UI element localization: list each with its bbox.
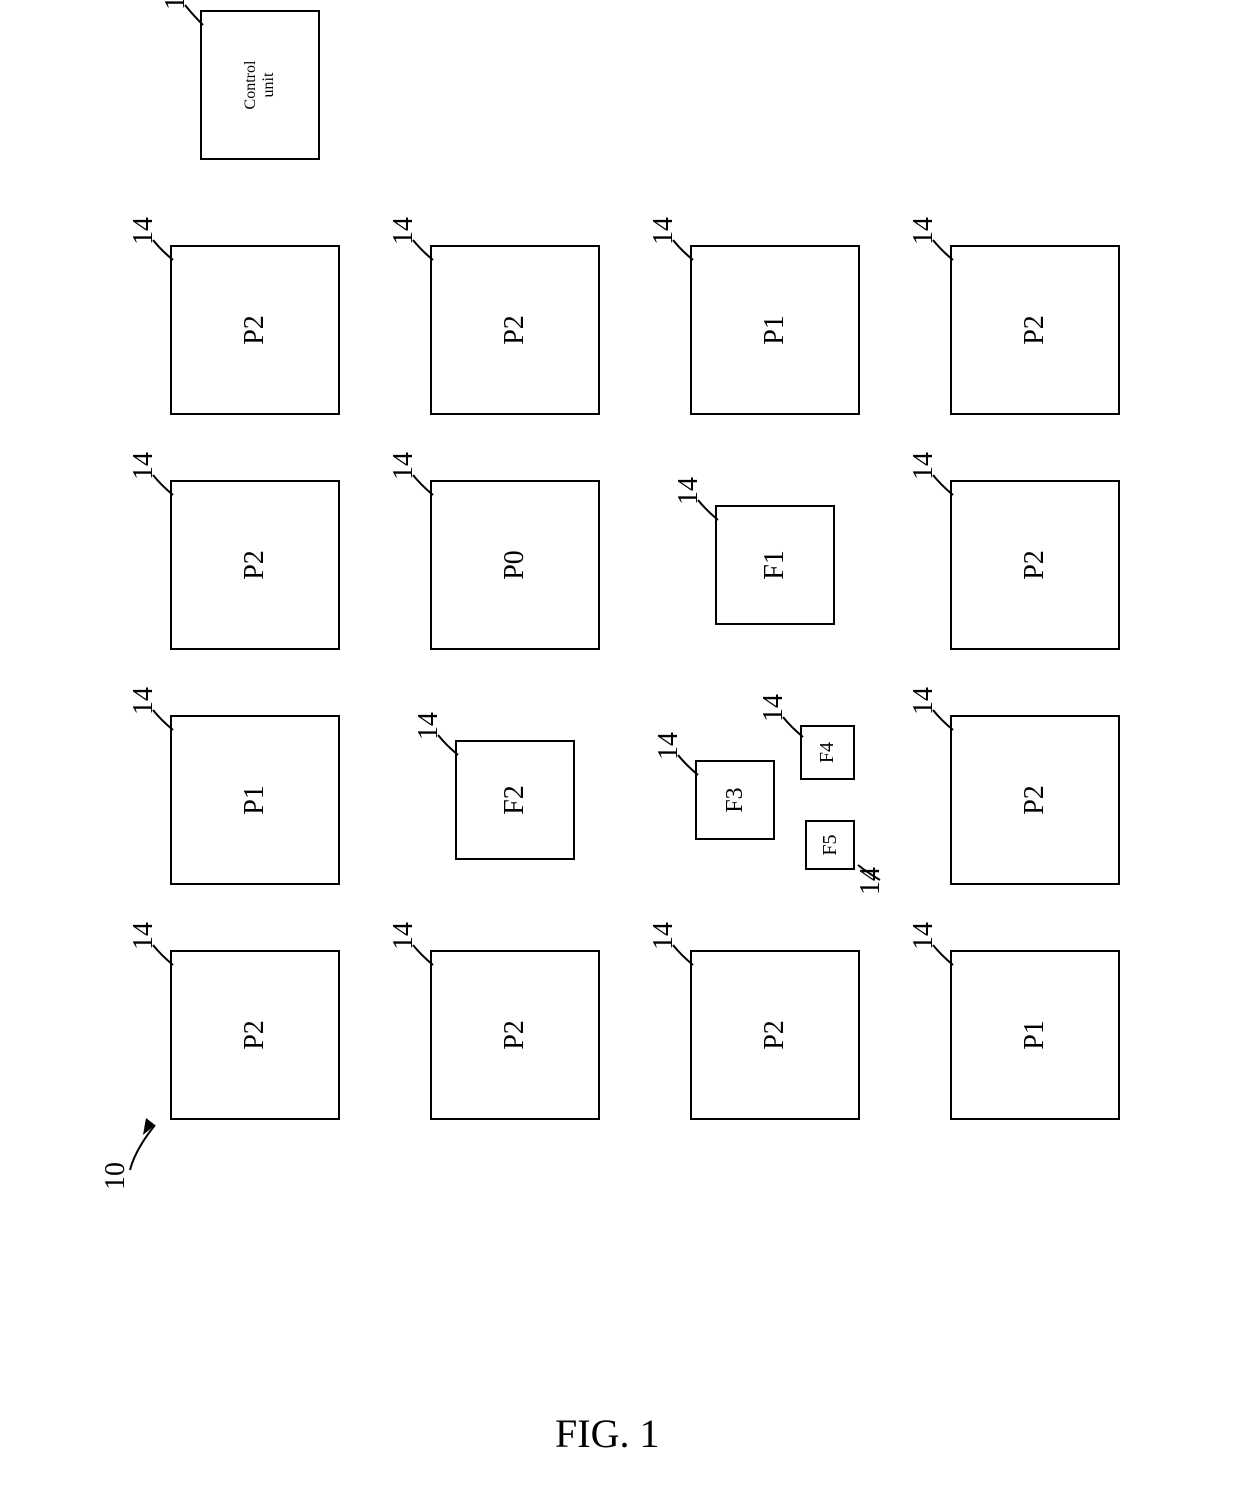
- ref-14-f3: 14: [653, 732, 685, 760]
- ref-14-r3c1: 14: [908, 687, 940, 715]
- block-r0c1-label: P1: [239, 785, 271, 815]
- block-r3c1: P2: [950, 715, 1120, 885]
- figure-caption: FIG. 1: [555, 1410, 659, 1457]
- block-f3-label: F3: [722, 787, 749, 812]
- block-f1-label: F1: [759, 550, 791, 580]
- block-r2c3: P1: [690, 245, 860, 415]
- ref-14-r2c0: 14: [648, 922, 680, 950]
- ref-14-r1c0: 14: [388, 922, 420, 950]
- block-r0c0: P2: [170, 950, 340, 1120]
- ref-14-r0c0: 14: [128, 922, 160, 950]
- block-r0c3: P2: [170, 245, 340, 415]
- diagram-canvas: 10 P2 P1 P2 P2 P2 F2 P0 P2 P2 F3 F5: [0, 0, 1240, 1240]
- block-r1c0-label: P2: [499, 1020, 531, 1050]
- ref-14-f1: 14: [673, 477, 705, 505]
- block-r0c0-label: P2: [239, 1020, 271, 1050]
- control-unit-text: Control unit: [242, 61, 277, 110]
- block-f4-label: F4: [816, 742, 839, 763]
- block-r0c2: P2: [170, 480, 340, 650]
- block-r0c2-label: P2: [239, 550, 271, 580]
- ref-14-r0c1: 14: [128, 687, 160, 715]
- block-r3c2-label: P2: [1019, 550, 1051, 580]
- ref-14-r3c2: 14: [908, 452, 940, 480]
- block-r3c0: P1: [950, 950, 1120, 1120]
- block-r0c3-label: P2: [239, 315, 271, 345]
- ref-14-f2: 14: [413, 712, 445, 740]
- figure-caption-text: FIG. 1: [555, 1411, 659, 1456]
- block-r3c1-label: P2: [1019, 785, 1051, 815]
- ref-14-r2c3: 14: [648, 217, 680, 245]
- control-unit-box: Control unit: [200, 10, 320, 160]
- block-r2c0-label: P2: [759, 1020, 791, 1050]
- block-f5: F5: [805, 820, 855, 870]
- block-r1c3: P2: [430, 245, 600, 415]
- block-r0c1: P1: [170, 715, 340, 885]
- ref-14-f5: 14: [855, 867, 887, 895]
- ref-14-r0c2: 14: [128, 452, 160, 480]
- control-unit-line2: unit: [260, 61, 278, 110]
- block-r1c0: P2: [430, 950, 600, 1120]
- block-f2: F2: [455, 740, 575, 860]
- ref-14-r1c2: 14: [388, 452, 420, 480]
- block-r1c3-label: P2: [499, 315, 531, 345]
- block-r3c3-label: P2: [1019, 315, 1051, 345]
- block-f1: F1: [715, 505, 835, 625]
- ref-14-r1c3: 14: [388, 217, 420, 245]
- ref-14-r0c3: 14: [128, 217, 160, 245]
- block-r3c3: P2: [950, 245, 1120, 415]
- ref-12-text: 12: [160, 0, 191, 10]
- block-r2c3-label: P1: [759, 315, 791, 345]
- block-f2-label: F2: [499, 785, 531, 815]
- block-r3c0-label: P1: [1019, 1020, 1051, 1050]
- block-f4: F4: [800, 725, 855, 780]
- ref-14-r3c0: 14: [908, 922, 940, 950]
- control-unit-line1: Control: [242, 61, 260, 110]
- block-r3c2: P2: [950, 480, 1120, 650]
- block-f5-label: F5: [819, 834, 842, 855]
- block-r1c2-label: P0: [499, 550, 531, 580]
- ref-12-label: 12: [160, 0, 192, 10]
- block-f3: F3: [695, 760, 775, 840]
- block-r1c2: P0: [430, 480, 600, 650]
- ref-14-r3c3: 14: [908, 217, 940, 245]
- block-r2c0: P2: [690, 950, 860, 1120]
- ref-14-f4: 14: [758, 694, 790, 722]
